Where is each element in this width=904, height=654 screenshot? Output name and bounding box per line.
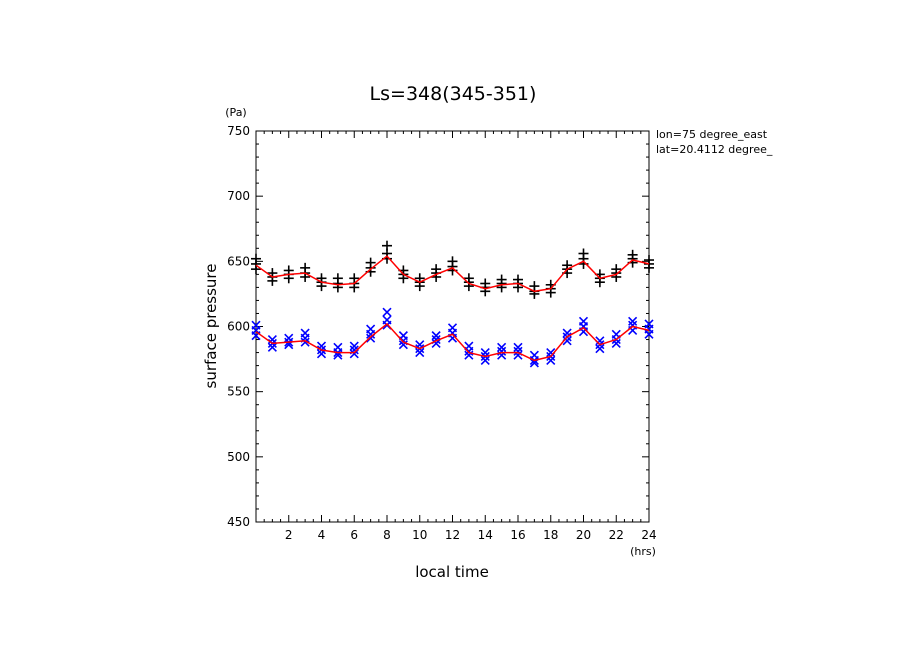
data-marks bbox=[251, 240, 654, 368]
cross-b bbox=[513, 346, 523, 356]
x-tick-label: 4 bbox=[318, 528, 326, 542]
cross-point bbox=[349, 341, 359, 351]
x-tick-label: 8 bbox=[383, 528, 391, 542]
cross-b bbox=[562, 336, 572, 346]
cross-point bbox=[480, 355, 490, 365]
cross-b bbox=[497, 342, 507, 352]
cross-b bbox=[382, 320, 392, 330]
y-tick-label: 600 bbox=[227, 320, 250, 334]
cross-b bbox=[431, 338, 441, 349]
x-tick-label: 20 bbox=[576, 528, 591, 542]
x-axis-label: local time bbox=[415, 563, 489, 581]
cross-point bbox=[628, 316, 638, 326]
cross-b bbox=[546, 348, 556, 358]
annotation-lat: lat=20.4112 degree_ bbox=[656, 143, 773, 156]
cross-point bbox=[415, 348, 425, 358]
cross-point bbox=[431, 338, 441, 349]
cross-point bbox=[513, 342, 523, 352]
cross-b bbox=[284, 333, 294, 343]
cross-b bbox=[316, 349, 327, 359]
x-tick-label: 18 bbox=[543, 528, 558, 542]
x-tick-label: 22 bbox=[609, 528, 624, 542]
cross-b bbox=[464, 346, 474, 356]
cross-b bbox=[480, 355, 490, 365]
x-tick-label: 2 bbox=[285, 528, 293, 542]
cross-b bbox=[431, 331, 441, 341]
cross-point bbox=[316, 349, 327, 359]
cross-b bbox=[644, 329, 654, 339]
cross-point bbox=[349, 349, 359, 359]
x-tick-label: 24 bbox=[641, 528, 656, 542]
cross-b bbox=[611, 338, 621, 349]
cross-point bbox=[431, 331, 441, 341]
cross-point bbox=[267, 342, 277, 352]
x-unit-label: (hrs) bbox=[630, 545, 656, 558]
cross-b bbox=[513, 342, 523, 352]
cross-b bbox=[546, 355, 556, 365]
x-tick-label: 10 bbox=[412, 528, 427, 542]
tick-labels: 2 4 6 8 10 12 14 16 18 20 22 2445050055060065070075… bbox=[227, 124, 657, 542]
cross-b bbox=[513, 350, 523, 360]
cross-b bbox=[595, 344, 605, 354]
y-tick-label: 450 bbox=[227, 515, 250, 529]
cross-point bbox=[562, 336, 572, 346]
x-tick-label: 16 bbox=[510, 528, 525, 542]
cross-b bbox=[595, 336, 605, 346]
cross-b bbox=[628, 316, 638, 326]
annotation-lon: lon=75 degree_east bbox=[656, 128, 768, 141]
cross-b bbox=[562, 328, 572, 338]
y-axis-label: surface pressure bbox=[202, 264, 220, 389]
cross-point bbox=[497, 342, 507, 352]
x-tick-label: 14 bbox=[478, 528, 493, 542]
cross-point bbox=[595, 344, 605, 354]
cross-b bbox=[398, 340, 408, 350]
cross-point bbox=[546, 348, 556, 358]
plot-frame bbox=[255, 130, 650, 523]
cross-b bbox=[349, 341, 359, 351]
cross-b bbox=[578, 327, 589, 337]
cross-point bbox=[300, 337, 310, 347]
y-tick-label: 750 bbox=[227, 124, 250, 138]
fit-line-2 bbox=[255, 255, 650, 293]
cross-b bbox=[349, 349, 359, 359]
x-tick-label: 12 bbox=[445, 528, 460, 542]
cross-b bbox=[398, 336, 408, 346]
cross-b bbox=[447, 333, 458, 343]
cross-point bbox=[366, 329, 376, 339]
cross-b bbox=[267, 342, 277, 352]
cross-b bbox=[382, 307, 392, 317]
cross-point bbox=[398, 340, 408, 350]
cross-b bbox=[366, 329, 376, 339]
y-tick-label: 650 bbox=[227, 254, 250, 268]
chart-title: Ls=348(345-351) bbox=[370, 83, 537, 105]
cross-b bbox=[300, 337, 310, 347]
y-tick-label: 550 bbox=[227, 385, 250, 399]
cross-b bbox=[415, 348, 425, 358]
y-tick-label: 700 bbox=[227, 189, 250, 203]
y-tick-label: 500 bbox=[227, 450, 250, 464]
y-unit-label: (Pa) bbox=[225, 106, 246, 119]
x-tick-label: 6 bbox=[350, 528, 358, 542]
cross-point bbox=[382, 307, 392, 317]
cross-point bbox=[284, 333, 294, 343]
axis-ticks bbox=[255, 130, 650, 523]
fit-line-3 bbox=[255, 322, 650, 362]
cross-point bbox=[644, 329, 654, 339]
plus-point bbox=[644, 262, 654, 273]
